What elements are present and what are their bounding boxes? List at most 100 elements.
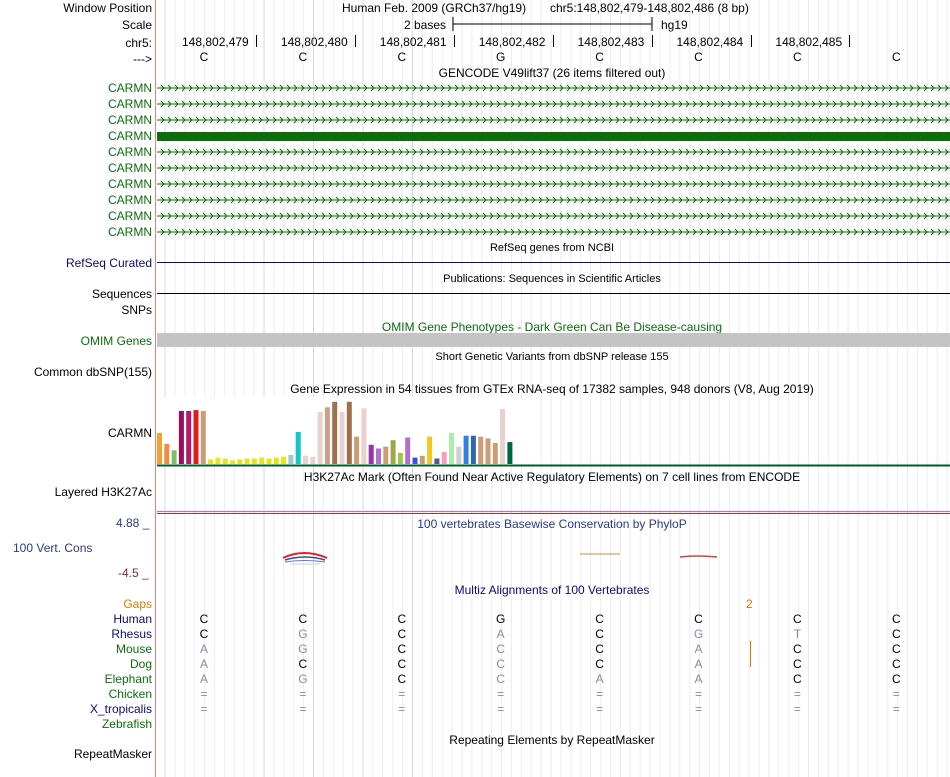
- gencode-item-label[interactable]: CARMN: [108, 225, 152, 239]
- phylop-track-label[interactable]: 100 Vert. Cons: [13, 541, 93, 555]
- gtex-tissue-bar: [215, 457, 221, 464]
- multiz-aligned-base: G: [298, 642, 308, 656]
- position-range: chr5:148,802,479-148,802,486 (8 bp): [550, 1, 749, 15]
- gencode-item-label[interactable]: CARMN: [108, 113, 152, 127]
- multiz-aligned-base: G: [693, 627, 704, 641]
- omim-track-label[interactable]: OMIM Genes: [80, 334, 152, 348]
- gencode-strand-chevrons: [160, 100, 949, 108]
- multiz-aligned-base: =: [497, 687, 505, 701]
- gtex-track-label[interactable]: CARMN: [108, 426, 152, 440]
- gencode-item-label[interactable]: CARMN: [108, 209, 152, 223]
- refseq-track-label[interactable]: RefSeq Curated: [65, 256, 152, 270]
- gtex-tissue-bar: [361, 408, 367, 464]
- sequences-line: [157, 293, 950, 294]
- multiz-aligned-base: T: [793, 627, 802, 641]
- multiz-aligned-base: C: [595, 657, 604, 671]
- multiz-aligned-base: C: [199, 612, 209, 626]
- ruler-coordinate: 148,802,480: [280, 35, 348, 49]
- gtex-expression-chart[interactable]: [155, 395, 950, 467]
- ruler-tick: [256, 35, 257, 47]
- multiz-aligned-base: C: [496, 672, 506, 686]
- sequences-track-label[interactable]: Sequences: [91, 287, 152, 301]
- gtex-tissue-bar: [507, 442, 513, 464]
- multiz-aligned-base: =: [200, 687, 208, 701]
- ruler-coordinate: 148,802,479: [182, 35, 249, 49]
- multiz-aligned-base: G: [298, 672, 308, 686]
- multiz-species-label[interactable]: Rhesus: [111, 627, 152, 641]
- multiz-species-label[interactable]: Mouse: [115, 642, 152, 656]
- gencode-item-label[interactable]: CARMN: [108, 81, 152, 95]
- multiz-aligned-base: =: [200, 702, 208, 716]
- multiz-aligned-base: C: [397, 642, 407, 656]
- multiz-aligned-base: C: [397, 612, 407, 626]
- multiz-species-label[interactable]: Zebrafish: [101, 717, 152, 731]
- dbsnp-track-label[interactable]: Common dbSNP(155): [33, 365, 152, 379]
- gencode-track-features[interactable]: [155, 80, 950, 240]
- chromosome-label: chr5:: [125, 36, 152, 50]
- gtex-tissue-bar: [463, 435, 469, 464]
- multiz-species-label[interactable]: Dog: [129, 657, 152, 671]
- gtex-chart-background: [157, 397, 533, 465]
- multiz-species-label[interactable]: Human: [113, 612, 152, 626]
- multiz-species-label[interactable]: Chicken: [108, 687, 152, 701]
- multiz-aligned-base: C: [496, 657, 506, 671]
- multiz-aligned-base: C: [397, 627, 407, 641]
- gencode-item-label[interactable]: CARMN: [108, 129, 152, 143]
- gtex-tissue-bar: [317, 411, 323, 464]
- repeatmasker-track-label[interactable]: RepeatMasker: [73, 747, 152, 761]
- gencode-item-label[interactable]: CARMN: [108, 193, 152, 207]
- scale-db-text: hg19: [661, 18, 688, 32]
- sequence-base: C: [199, 50, 209, 64]
- multiz-aligned-base: C: [891, 627, 901, 641]
- gencode-item-label[interactable]: CARMN: [108, 177, 152, 191]
- gtex-tissue-bar: [492, 443, 498, 464]
- gtex-tissue-bar: [449, 432, 454, 464]
- multiz-aligned-base: C: [891, 672, 901, 686]
- gtex-tissue-bar: [405, 437, 411, 464]
- gtex-tissue-bar: [288, 454, 294, 464]
- gtex-tissue-bar: [441, 452, 447, 464]
- repeatmasker-track-title: Repeating Elements by RepeatMasker: [449, 733, 655, 747]
- multiz-aligned-base: =: [299, 687, 307, 701]
- sequence-base: C: [891, 50, 901, 64]
- scale-label: Scale: [121, 18, 152, 32]
- phylop-max-label: 4.88 _: [116, 516, 150, 530]
- omim-gene-bar[interactable]: [157, 333, 950, 347]
- gencode-strand-chevrons: [160, 212, 949, 220]
- gtex-tissue-bar: [324, 407, 330, 464]
- gtex-tissue-bar: [412, 457, 418, 464]
- sequence-base: C: [595, 50, 604, 64]
- h3k27ac-track-label[interactable]: Layered H3K27Ac: [54, 485, 152, 499]
- gencode-item-label[interactable]: CARMN: [108, 97, 152, 111]
- multiz-aligned-base: A: [496, 627, 505, 641]
- multiz-aligned-base: A: [199, 657, 209, 671]
- ruler-tick: [453, 35, 455, 47]
- ruler-coordinate: 148,802,481: [379, 35, 447, 49]
- multiz-species-label[interactable]: X_tropicalis: [89, 702, 152, 716]
- gtex-tissue-bar: [346, 401, 352, 464]
- gtex-tissue-bar: [295, 432, 301, 464]
- multiz-aligned-base: =: [398, 702, 406, 716]
- multiz-aligned-base: C: [397, 657, 407, 671]
- scale-bar: [452, 17, 653, 31]
- multiz-aligned-base: C: [298, 657, 308, 671]
- ruler-tick: [651, 35, 653, 47]
- sequence-base: G: [496, 50, 506, 64]
- multiz-species-label[interactable]: Elephant: [104, 672, 152, 686]
- snps-track-label[interactable]: SNPs: [121, 303, 152, 317]
- multiz-aligned-base: C: [793, 612, 802, 626]
- phylop-signal: [282, 552, 718, 565]
- scale-bases-text: 2 bases: [404, 18, 447, 32]
- gtex-tissue-bar: [273, 457, 279, 464]
- multiz-aligned-base: C: [595, 612, 604, 626]
- gtex-tissue-bar: [208, 459, 214, 464]
- gencode-item-label[interactable]: CARMN: [108, 145, 152, 159]
- gencode-strand-chevrons: [160, 180, 949, 188]
- multiz-aligned-base: A: [694, 642, 703, 656]
- ruler-coordinate: 148,802,484: [676, 35, 744, 49]
- gap-insertion-marker: [750, 641, 751, 667]
- multiz-aligned-base: C: [793, 672, 802, 686]
- multiz-aligned-base: A: [694, 672, 703, 686]
- gencode-item-label[interactable]: CARMN: [108, 161, 152, 175]
